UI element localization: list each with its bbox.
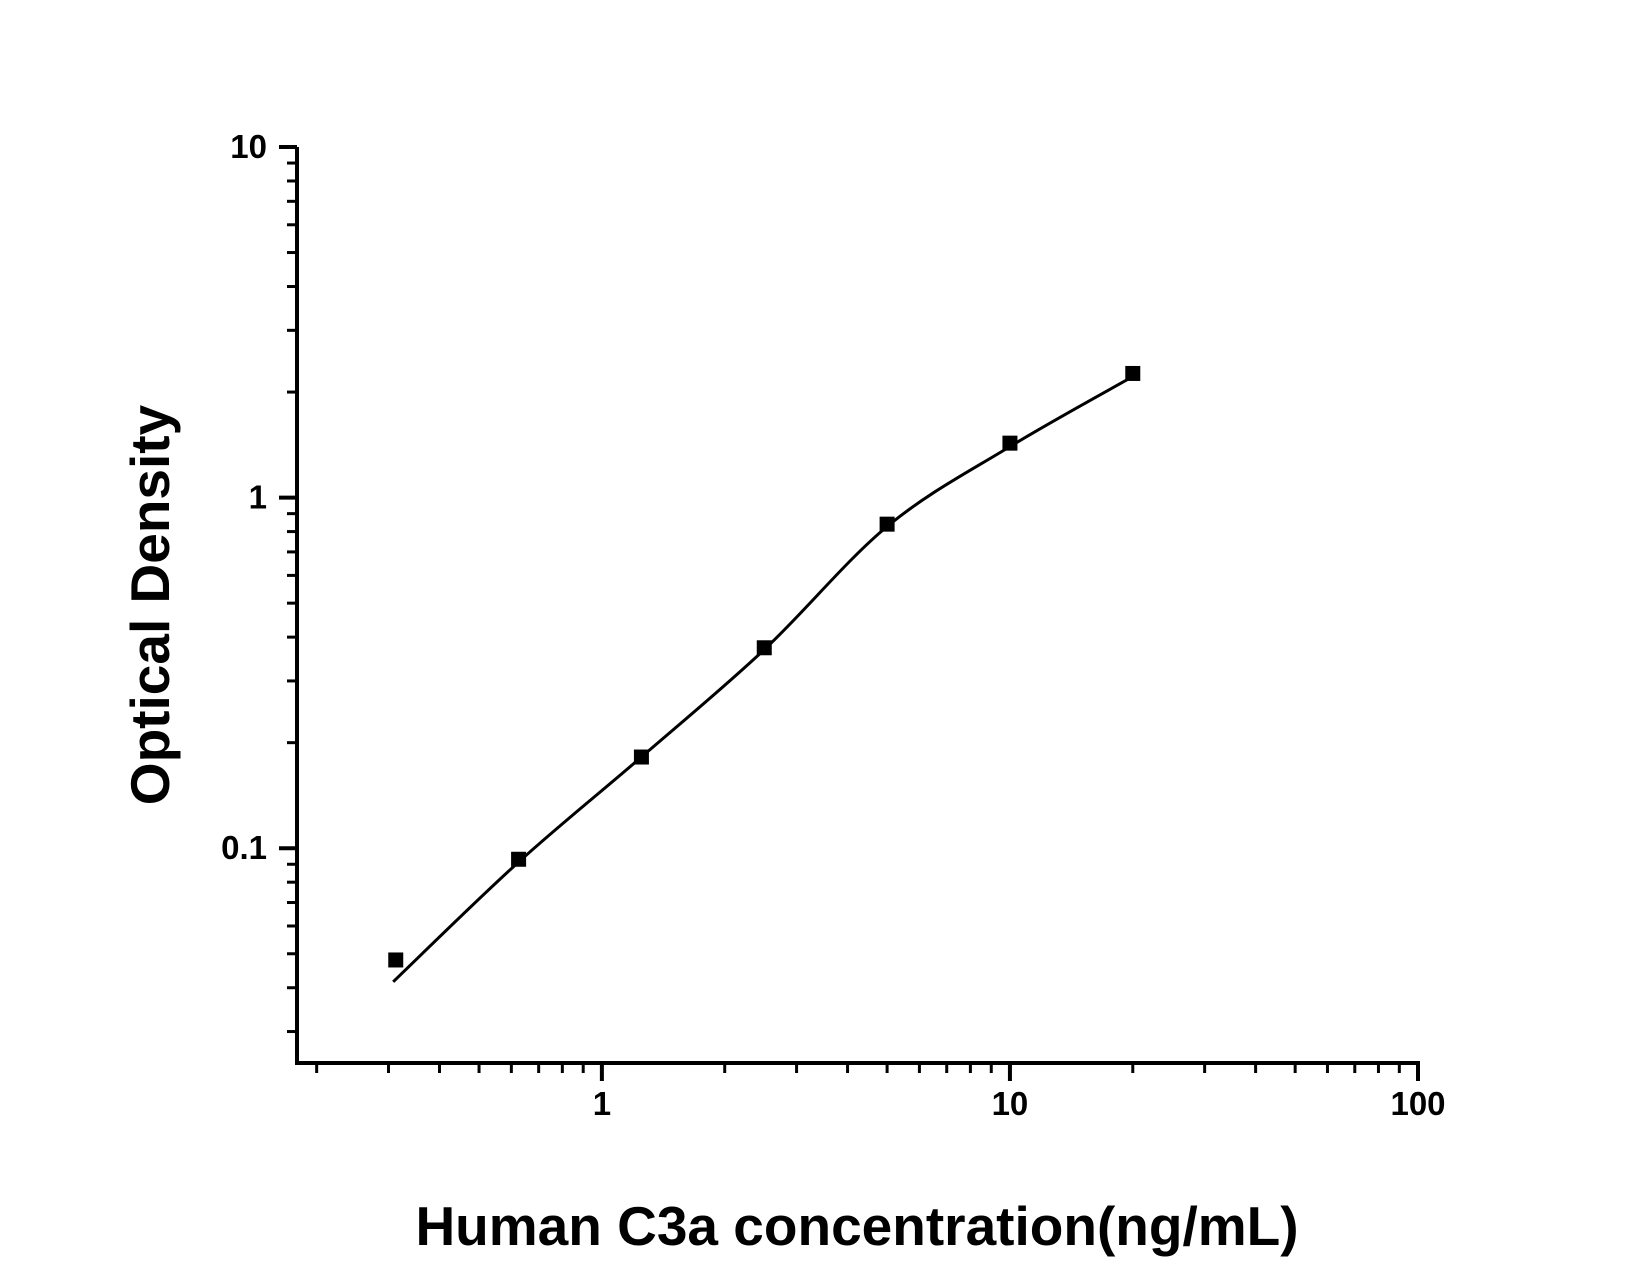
data-point-marker [879, 516, 895, 532]
y-tick-label: 1 [249, 479, 267, 516]
x-tick-label: 1 [593, 1085, 611, 1122]
data-point-marker [388, 952, 404, 968]
fit-curve [392, 375, 1134, 983]
data-point-marker [1125, 365, 1141, 381]
data-point-marker [1002, 435, 1018, 451]
y-tick-label: 10 [230, 128, 267, 165]
x-axis-title: Human C3a concentration(ng/mL) [415, 1195, 1299, 1257]
y-tick-label: 0.1 [221, 829, 267, 866]
x-tick-label: 100 [1390, 1085, 1445, 1122]
data-point-marker [633, 749, 649, 765]
x-tick-label: 10 [992, 1085, 1029, 1122]
y-axis-title: Optical Density [119, 404, 181, 806]
data-point-marker [756, 640, 772, 656]
data-point-marker [511, 851, 527, 867]
